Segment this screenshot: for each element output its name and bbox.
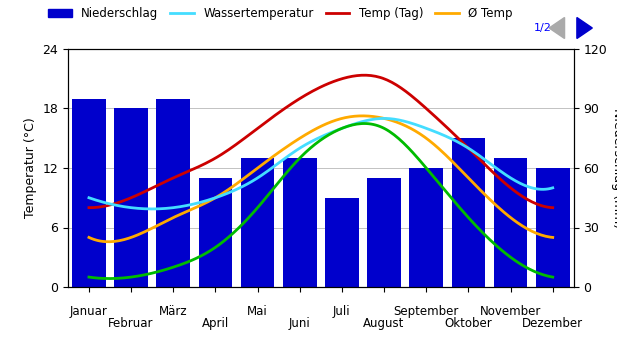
Text: Dezember: Dezember — [522, 317, 583, 330]
Text: November: November — [480, 305, 541, 318]
Bar — [199, 178, 232, 287]
Text: Mai: Mai — [247, 305, 268, 318]
Text: Oktober: Oktober — [444, 317, 492, 330]
Text: Juli: Juli — [333, 305, 350, 318]
Text: Januar: Januar — [70, 305, 108, 318]
Text: Februar: Februar — [109, 317, 154, 330]
Bar — [283, 158, 317, 287]
Y-axis label: Temperatur (°C): Temperatur (°C) — [23, 118, 37, 218]
Bar — [114, 108, 148, 287]
Bar — [452, 138, 485, 287]
Bar — [72, 99, 106, 287]
Text: Juni: Juni — [289, 317, 310, 330]
Y-axis label: Niederschlag (mm): Niederschlag (mm) — [611, 108, 617, 228]
Bar — [156, 99, 190, 287]
Text: April: April — [202, 317, 229, 330]
Bar — [409, 168, 443, 287]
Text: September: September — [394, 305, 459, 318]
Bar — [367, 178, 401, 287]
Bar — [536, 168, 569, 287]
Legend: Niederschlag, Wassertemperatur, Temp (Tag), Ø Temp: Niederschlag, Wassertemperatur, Temp (Ta… — [44, 2, 517, 25]
Bar — [494, 158, 528, 287]
Polygon shape — [549, 18, 565, 38]
Bar — [241, 158, 275, 287]
Polygon shape — [577, 18, 592, 38]
Text: März: März — [159, 305, 188, 318]
Text: 1/2: 1/2 — [534, 23, 552, 33]
Text: August: August — [363, 317, 405, 330]
Bar — [325, 198, 358, 287]
